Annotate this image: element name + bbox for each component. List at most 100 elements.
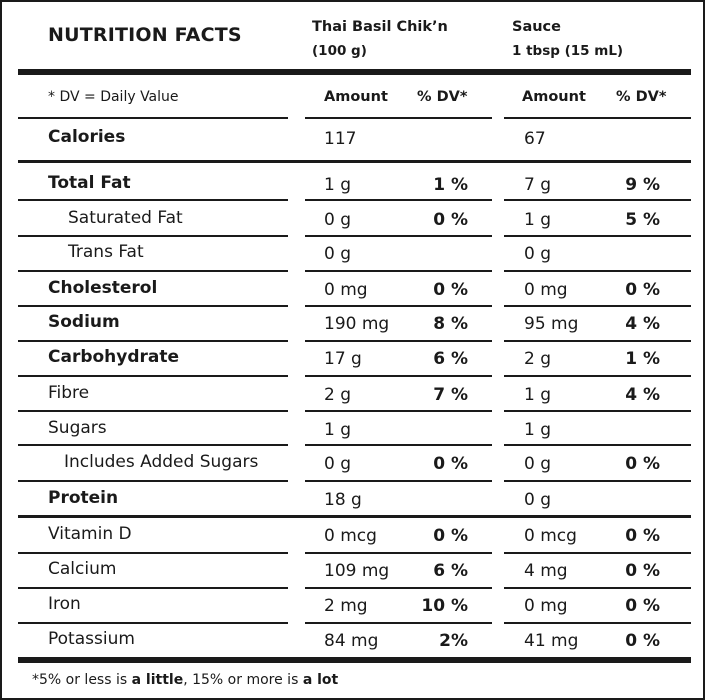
row-label-protein: Protein bbox=[48, 488, 119, 508]
row-divider bbox=[305, 270, 492, 272]
column-1-amount-header: Amount bbox=[324, 89, 388, 105]
row-cholesterol-col1-amount: 0 mg bbox=[324, 280, 368, 300]
row-calcium-col1-dv: 6 % bbox=[433, 561, 468, 581]
row-iron-col2-amount: 0 mg bbox=[524, 596, 568, 616]
header-row-divider bbox=[504, 117, 691, 119]
row-divider bbox=[305, 340, 492, 342]
row-divider bbox=[504, 340, 691, 342]
row-label-trans-fat: Trans Fat bbox=[68, 242, 144, 262]
row-carbohydrate-col1-amount: 17 g bbox=[324, 349, 362, 369]
row-carbohydrate-col2-dv: 1 % bbox=[625, 349, 660, 369]
row-label-sugars: Sugars bbox=[48, 418, 107, 438]
row-divider bbox=[305, 305, 492, 307]
row-calcium-col2-dv: 0 % bbox=[625, 561, 660, 581]
row-divider bbox=[504, 305, 691, 307]
row-sodium-col1-amount: 190 mg bbox=[324, 314, 390, 334]
row-label-calories: Calories bbox=[48, 127, 126, 147]
row-divider bbox=[504, 444, 691, 446]
row-potassium-col2-dv: 0 % bbox=[625, 631, 660, 651]
row-divider bbox=[504, 375, 691, 377]
row-saturated-fat-col1-amount: 0 g bbox=[324, 210, 352, 230]
row-vitamin-d-col1-amount: 0 mcg bbox=[324, 526, 377, 546]
footer-rule bbox=[18, 657, 691, 663]
column-1-dv-header: % DV* bbox=[417, 89, 468, 105]
row-divider bbox=[18, 480, 288, 482]
row-divider bbox=[504, 622, 691, 624]
panel-title: NUTRITION FACTS bbox=[48, 24, 242, 46]
row-vitamin-d-col2-dv: 0 % bbox=[625, 526, 660, 546]
footnote-part-2: , 15% or more is bbox=[183, 672, 303, 688]
row-cholesterol-col2-dv: 0 % bbox=[625, 280, 660, 300]
row-divider bbox=[18, 622, 288, 624]
row-cholesterol-col2-amount: 0 mg bbox=[524, 280, 568, 300]
section-rule bbox=[18, 160, 691, 163]
row-divider bbox=[18, 199, 288, 201]
row-added-sugars-col2-amount: 0 g bbox=[524, 454, 552, 474]
row-label-carbohydrate: Carbohydrate bbox=[48, 347, 180, 367]
row-sodium-col1-dv: 8 % bbox=[433, 314, 468, 334]
row-protein-col2-amount: 0 g bbox=[524, 490, 552, 510]
row-divider bbox=[18, 444, 288, 446]
row-added-sugars-col1-dv: 0 % bbox=[433, 454, 468, 474]
header-rule bbox=[18, 69, 691, 75]
row-divider bbox=[305, 235, 492, 237]
row-divider bbox=[18, 305, 288, 307]
row-potassium-col1-amount: 84 mg bbox=[324, 631, 379, 651]
row-vitamin-d-col1-dv: 0 % bbox=[433, 526, 468, 546]
row-added-sugars-col2-dv: 0 % bbox=[625, 454, 660, 474]
row-iron-col1-dv: 10 % bbox=[421, 596, 468, 616]
row-divider bbox=[18, 587, 288, 589]
row-trans-fat-col2-amount: 0 g bbox=[524, 244, 552, 264]
row-divider bbox=[504, 587, 691, 589]
row-divider bbox=[18, 410, 288, 412]
row-fibre-col2-dv: 4 % bbox=[625, 385, 660, 405]
column-1-serving: (100 g) bbox=[312, 43, 367, 59]
row-divider bbox=[504, 235, 691, 237]
row-label-cholesterol: Cholesterol bbox=[48, 278, 158, 298]
row-label-saturated-fat: Saturated Fat bbox=[68, 208, 183, 228]
row-label-fibre: Fibre bbox=[48, 383, 90, 403]
row-divider bbox=[504, 270, 691, 272]
row-total-fat-col1-amount: 1 g bbox=[324, 175, 352, 195]
row-divider bbox=[305, 480, 492, 482]
dv-note: * DV = Daily Value bbox=[48, 89, 179, 105]
section-rule bbox=[18, 515, 691, 518]
row-sodium-col2-dv: 4 % bbox=[625, 314, 660, 334]
row-divider bbox=[18, 340, 288, 342]
row-divider bbox=[504, 410, 691, 412]
row-divider bbox=[305, 199, 492, 201]
row-divider bbox=[305, 444, 492, 446]
footnote: *5% or less is a little, 15% or more is … bbox=[32, 672, 338, 688]
row-cholesterol-col1-dv: 0 % bbox=[433, 280, 468, 300]
row-label-vitamin-d: Vitamin D bbox=[48, 524, 132, 544]
column-2-name: Sauce bbox=[512, 19, 561, 35]
row-fibre-col2-amount: 1 g bbox=[524, 385, 552, 405]
column-2-amount-header: Amount bbox=[522, 89, 586, 105]
footnote-part-1: *5% or less is bbox=[32, 672, 132, 688]
footnote-a-lot: a lot bbox=[302, 672, 339, 688]
row-protein-col1-amount: 18 g bbox=[324, 490, 362, 510]
row-divider bbox=[504, 552, 691, 554]
row-iron-col2-dv: 0 % bbox=[625, 596, 660, 616]
row-sodium-col2-amount: 95 mg bbox=[524, 314, 579, 334]
row-label-potassium: Potassium bbox=[48, 629, 135, 649]
row-carbohydrate-col1-dv: 6 % bbox=[433, 349, 468, 369]
row-carbohydrate-col2-amount: 2 g bbox=[524, 349, 552, 369]
row-label-calcium: Calcium bbox=[48, 559, 117, 579]
row-divider bbox=[305, 552, 492, 554]
row-divider bbox=[504, 199, 691, 201]
row-label-sodium: Sodium bbox=[48, 312, 120, 332]
column-2-dv-header: % DV* bbox=[616, 89, 667, 105]
row-calories-col2-amount: 67 bbox=[524, 129, 546, 149]
row-fibre-col1-dv: 7 % bbox=[433, 385, 468, 405]
row-fibre-col1-amount: 2 g bbox=[324, 385, 352, 405]
row-calories-col1-amount: 117 bbox=[324, 129, 357, 149]
row-saturated-fat-col2-amount: 1 g bbox=[524, 210, 552, 230]
footnote-a-little: a little bbox=[131, 672, 184, 688]
header-row-divider bbox=[305, 117, 492, 119]
row-sugars-col2-amount: 1 g bbox=[524, 420, 552, 440]
row-divider bbox=[18, 552, 288, 554]
row-divider bbox=[305, 410, 492, 412]
header-row-divider bbox=[18, 117, 288, 119]
